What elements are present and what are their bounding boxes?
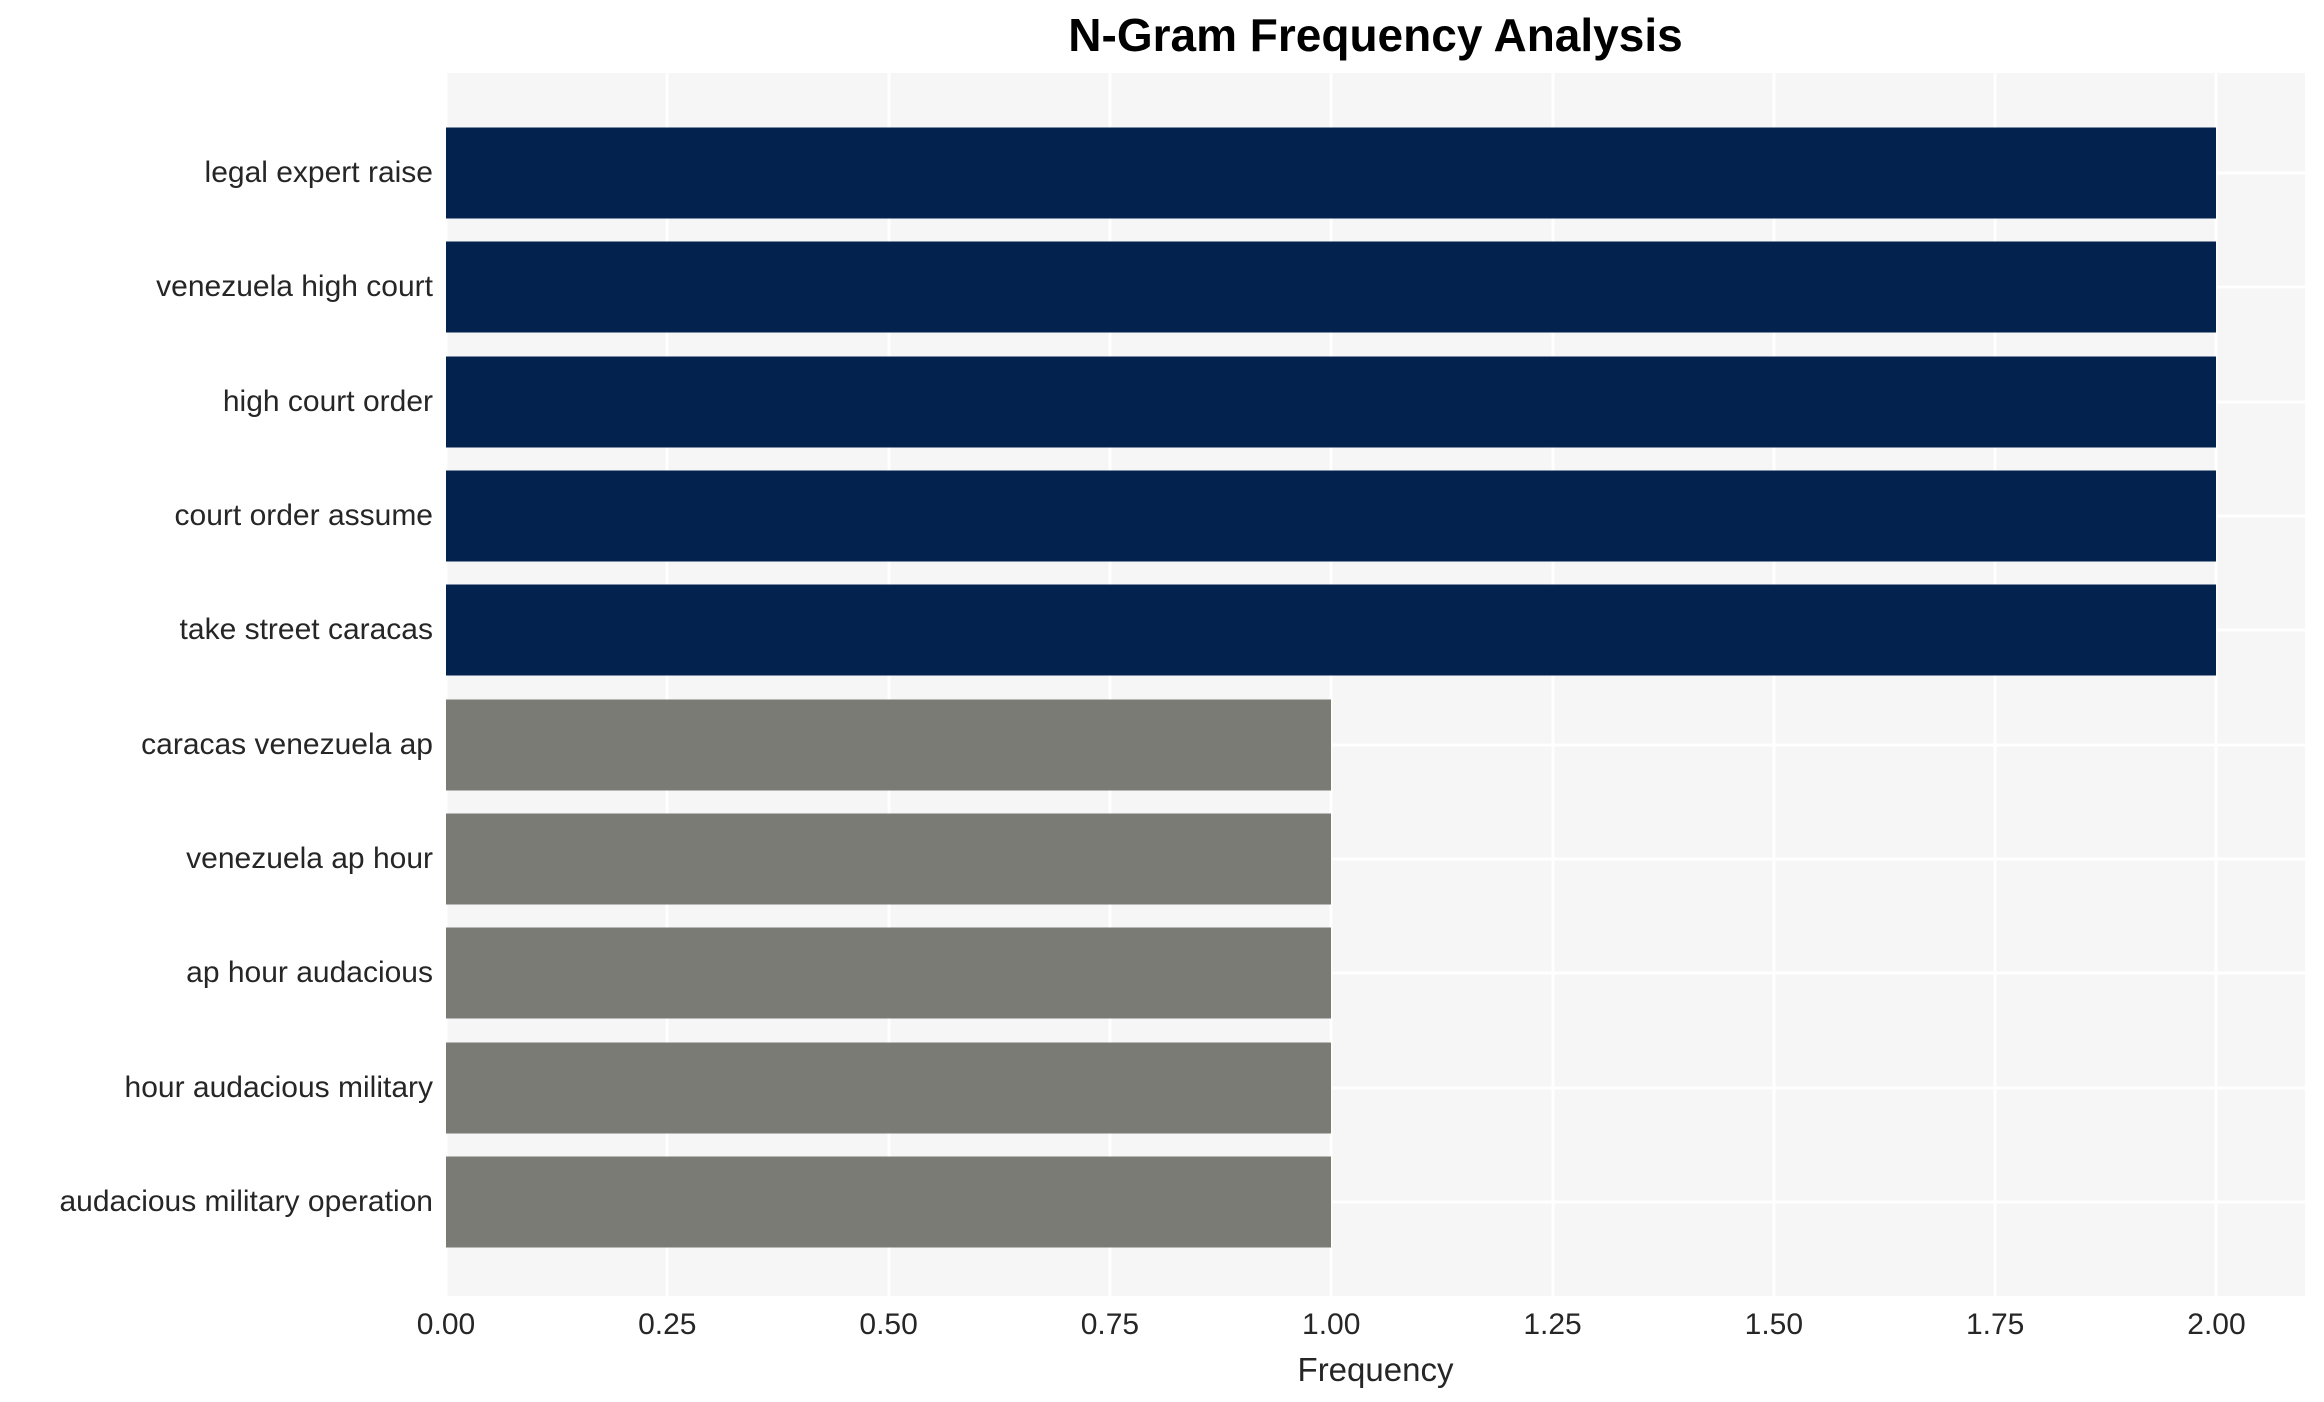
- y-tick-label: court order assume: [174, 499, 433, 533]
- bar-row: [446, 345, 2305, 459]
- horizontal-gridline: [446, 1200, 2305, 1204]
- bar-row: [446, 573, 2305, 687]
- y-axis: legal expert raise venezuela high court hi…: [0, 73, 433, 1296]
- vertical-gridline: [1772, 73, 1776, 1296]
- vertical-gridline: [887, 73, 891, 1296]
- bar-row: [446, 230, 2305, 344]
- y-tick-label: caracas venezuela ap: [141, 727, 433, 761]
- y-tick-label: venezuela high court: [156, 270, 433, 304]
- y-tick-label: take street caracas: [179, 613, 433, 647]
- x-tick-label: 0.50: [859, 1308, 918, 1341]
- x-tick-label: 0.75: [1080, 1308, 1140, 1341]
- y-tick-label: venezuela ap hour: [186, 841, 433, 875]
- horizontal-gridline: [446, 1086, 2305, 1090]
- chart-title: N-Gram Frequency Analysis: [1068, 9, 1683, 61]
- x-tick-label: 1.50: [1744, 1308, 1804, 1341]
- x-tick-label: 1.75: [1965, 1308, 2025, 1341]
- bar-4: [446, 584, 2217, 676]
- vertical-gridline: [1108, 73, 1112, 1296]
- bar-row: [446, 1030, 2305, 1144]
- bar-9: [446, 1156, 1332, 1248]
- bar-0: [446, 127, 2217, 219]
- vertical-gridline: [665, 73, 669, 1296]
- y-tick-label: audacious military operation: [59, 1184, 433, 1218]
- vertical-gridline: [1551, 73, 1555, 1296]
- x-tick-label: 2.00: [2187, 1308, 2246, 1341]
- bar-6: [446, 813, 1332, 905]
- x-axis: 0.00 0.25 0.50 0.75 1.00 1.25 1.50 1.75 2.00: [417, 1308, 2305, 1348]
- bar-row: [446, 916, 2305, 1030]
- bar-7: [446, 927, 1332, 1019]
- x-tick-label: 1.00: [1302, 1308, 1361, 1341]
- x-tick-label: 1.25: [1523, 1308, 1582, 1341]
- vertical-gridline: [1993, 73, 1997, 1296]
- x-axis-label: Frequency: [1297, 1351, 1454, 1388]
- bar-row: [446, 459, 2305, 573]
- y-tick-label: high court order: [222, 384, 433, 418]
- bar-2: [446, 356, 2217, 448]
- bar-3: [446, 470, 2217, 562]
- x-tick-label: 0.00: [416, 1308, 476, 1341]
- vertical-gridline: [1329, 73, 1333, 1296]
- plot-area: [446, 73, 2305, 1296]
- bar-row: [446, 1145, 2305, 1259]
- x-tick-label: 0.25: [638, 1308, 697, 1341]
- bar-row: [446, 116, 2305, 230]
- horizontal-gridline: [446, 857, 2305, 861]
- bars-container: [446, 116, 2305, 1259]
- bar-1: [446, 241, 2217, 333]
- horizontal-gridline: [446, 971, 2305, 975]
- horizontal-gridline: [446, 743, 2305, 747]
- y-tick-label: ap hour audacious: [186, 956, 433, 990]
- bar-row: [446, 687, 2305, 801]
- y-tick-label: legal expert raise: [204, 156, 433, 190]
- bar-5: [446, 699, 1332, 791]
- vertical-gridline: [446, 73, 448, 1296]
- y-tick-label: hour audacious military: [124, 1070, 433, 1104]
- bar-8: [446, 1042, 1332, 1134]
- vertical-gridline: [2214, 73, 2218, 1296]
- bar-row: [446, 802, 2305, 916]
